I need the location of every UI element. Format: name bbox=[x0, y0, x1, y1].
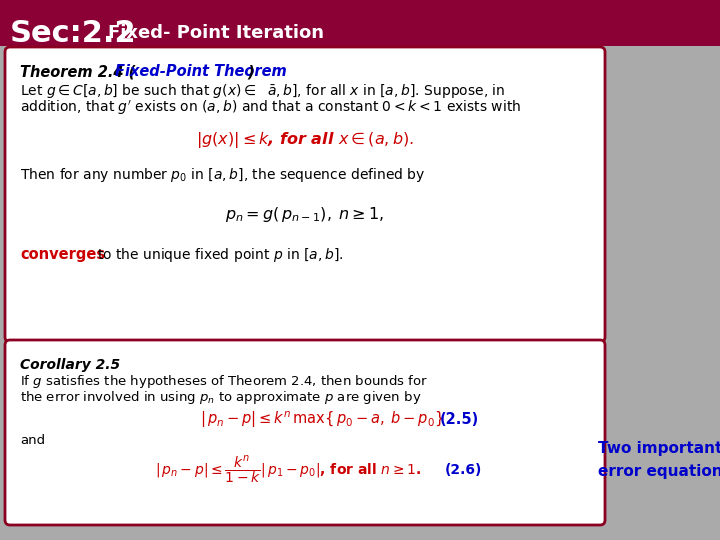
Text: $|g(x)| \leq k$, for all $x \in (a, b).$: $|g(x)| \leq k$, for all $x \in (a, b).$ bbox=[196, 130, 414, 150]
Text: $| \, p_n - p| \leq \dfrac{k^n}{1-k}| \, p_1 - p_0|$, for all $n \geq 1$.: $| \, p_n - p| \leq \dfrac{k^n}{1-k}| \,… bbox=[155, 454, 421, 485]
Text: If $g$ satisfies the hypotheses of Theorem 2.4, then bounds for: If $g$ satisfies the hypotheses of Theor… bbox=[20, 374, 428, 390]
Text: $| \, p_n - p| \leq k^n \, \mathrm{max}\{\, p_0 - a, \; b - p_0 \}$: $| \, p_n - p| \leq k^n \, \mathrm{max}\… bbox=[200, 410, 444, 430]
FancyBboxPatch shape bbox=[5, 47, 605, 342]
Text: ): ) bbox=[247, 64, 253, 79]
Text: Let $g \in C[a, b]$ be such that $g(x) \in$  $\bar{a}, b]$, for all $x$ in $[a, : Let $g \in C[a, b]$ be such that $g(x) \… bbox=[20, 82, 505, 100]
Text: Then for any number $p_0$ in $[a, b]$, the sequence defined by: Then for any number $p_0$ in $[a, b]$, t… bbox=[20, 166, 426, 184]
Text: (2.5): (2.5) bbox=[440, 413, 480, 428]
Text: (2.6): (2.6) bbox=[445, 463, 482, 477]
Text: Theorem 2.4 (: Theorem 2.4 ( bbox=[20, 64, 135, 79]
Text: Sec:2.2: Sec:2.2 bbox=[10, 18, 137, 48]
Text: Corollary 2.5: Corollary 2.5 bbox=[20, 358, 120, 372]
Text: the error involved in using $p_n$ to approximate $p$ are given by: the error involved in using $p_n$ to app… bbox=[20, 388, 421, 406]
Text: to the unique fixed point $p$ in $[a, b]$.: to the unique fixed point $p$ in $[a, b]… bbox=[97, 246, 343, 264]
FancyBboxPatch shape bbox=[0, 0, 720, 46]
Text: converges: converges bbox=[20, 247, 105, 262]
Text: Fixed- Point Iteration: Fixed- Point Iteration bbox=[108, 24, 324, 42]
Text: Fixed-Point Theorem: Fixed-Point Theorem bbox=[115, 64, 287, 79]
Text: and: and bbox=[20, 434, 45, 447]
Text: $p_n = g(\, p_{n-1}), \; n \geq 1,$: $p_n = g(\, p_{n-1}), \; n \geq 1,$ bbox=[225, 206, 384, 225]
Text: addition, that $g'$ exists on $(a, b)$ and that a constant $0 < k < 1$ exists wi: addition, that $g'$ exists on $(a, b)$ a… bbox=[20, 99, 521, 117]
Text: Two important
error equation: Two important error equation bbox=[598, 441, 720, 478]
FancyBboxPatch shape bbox=[5, 340, 605, 525]
